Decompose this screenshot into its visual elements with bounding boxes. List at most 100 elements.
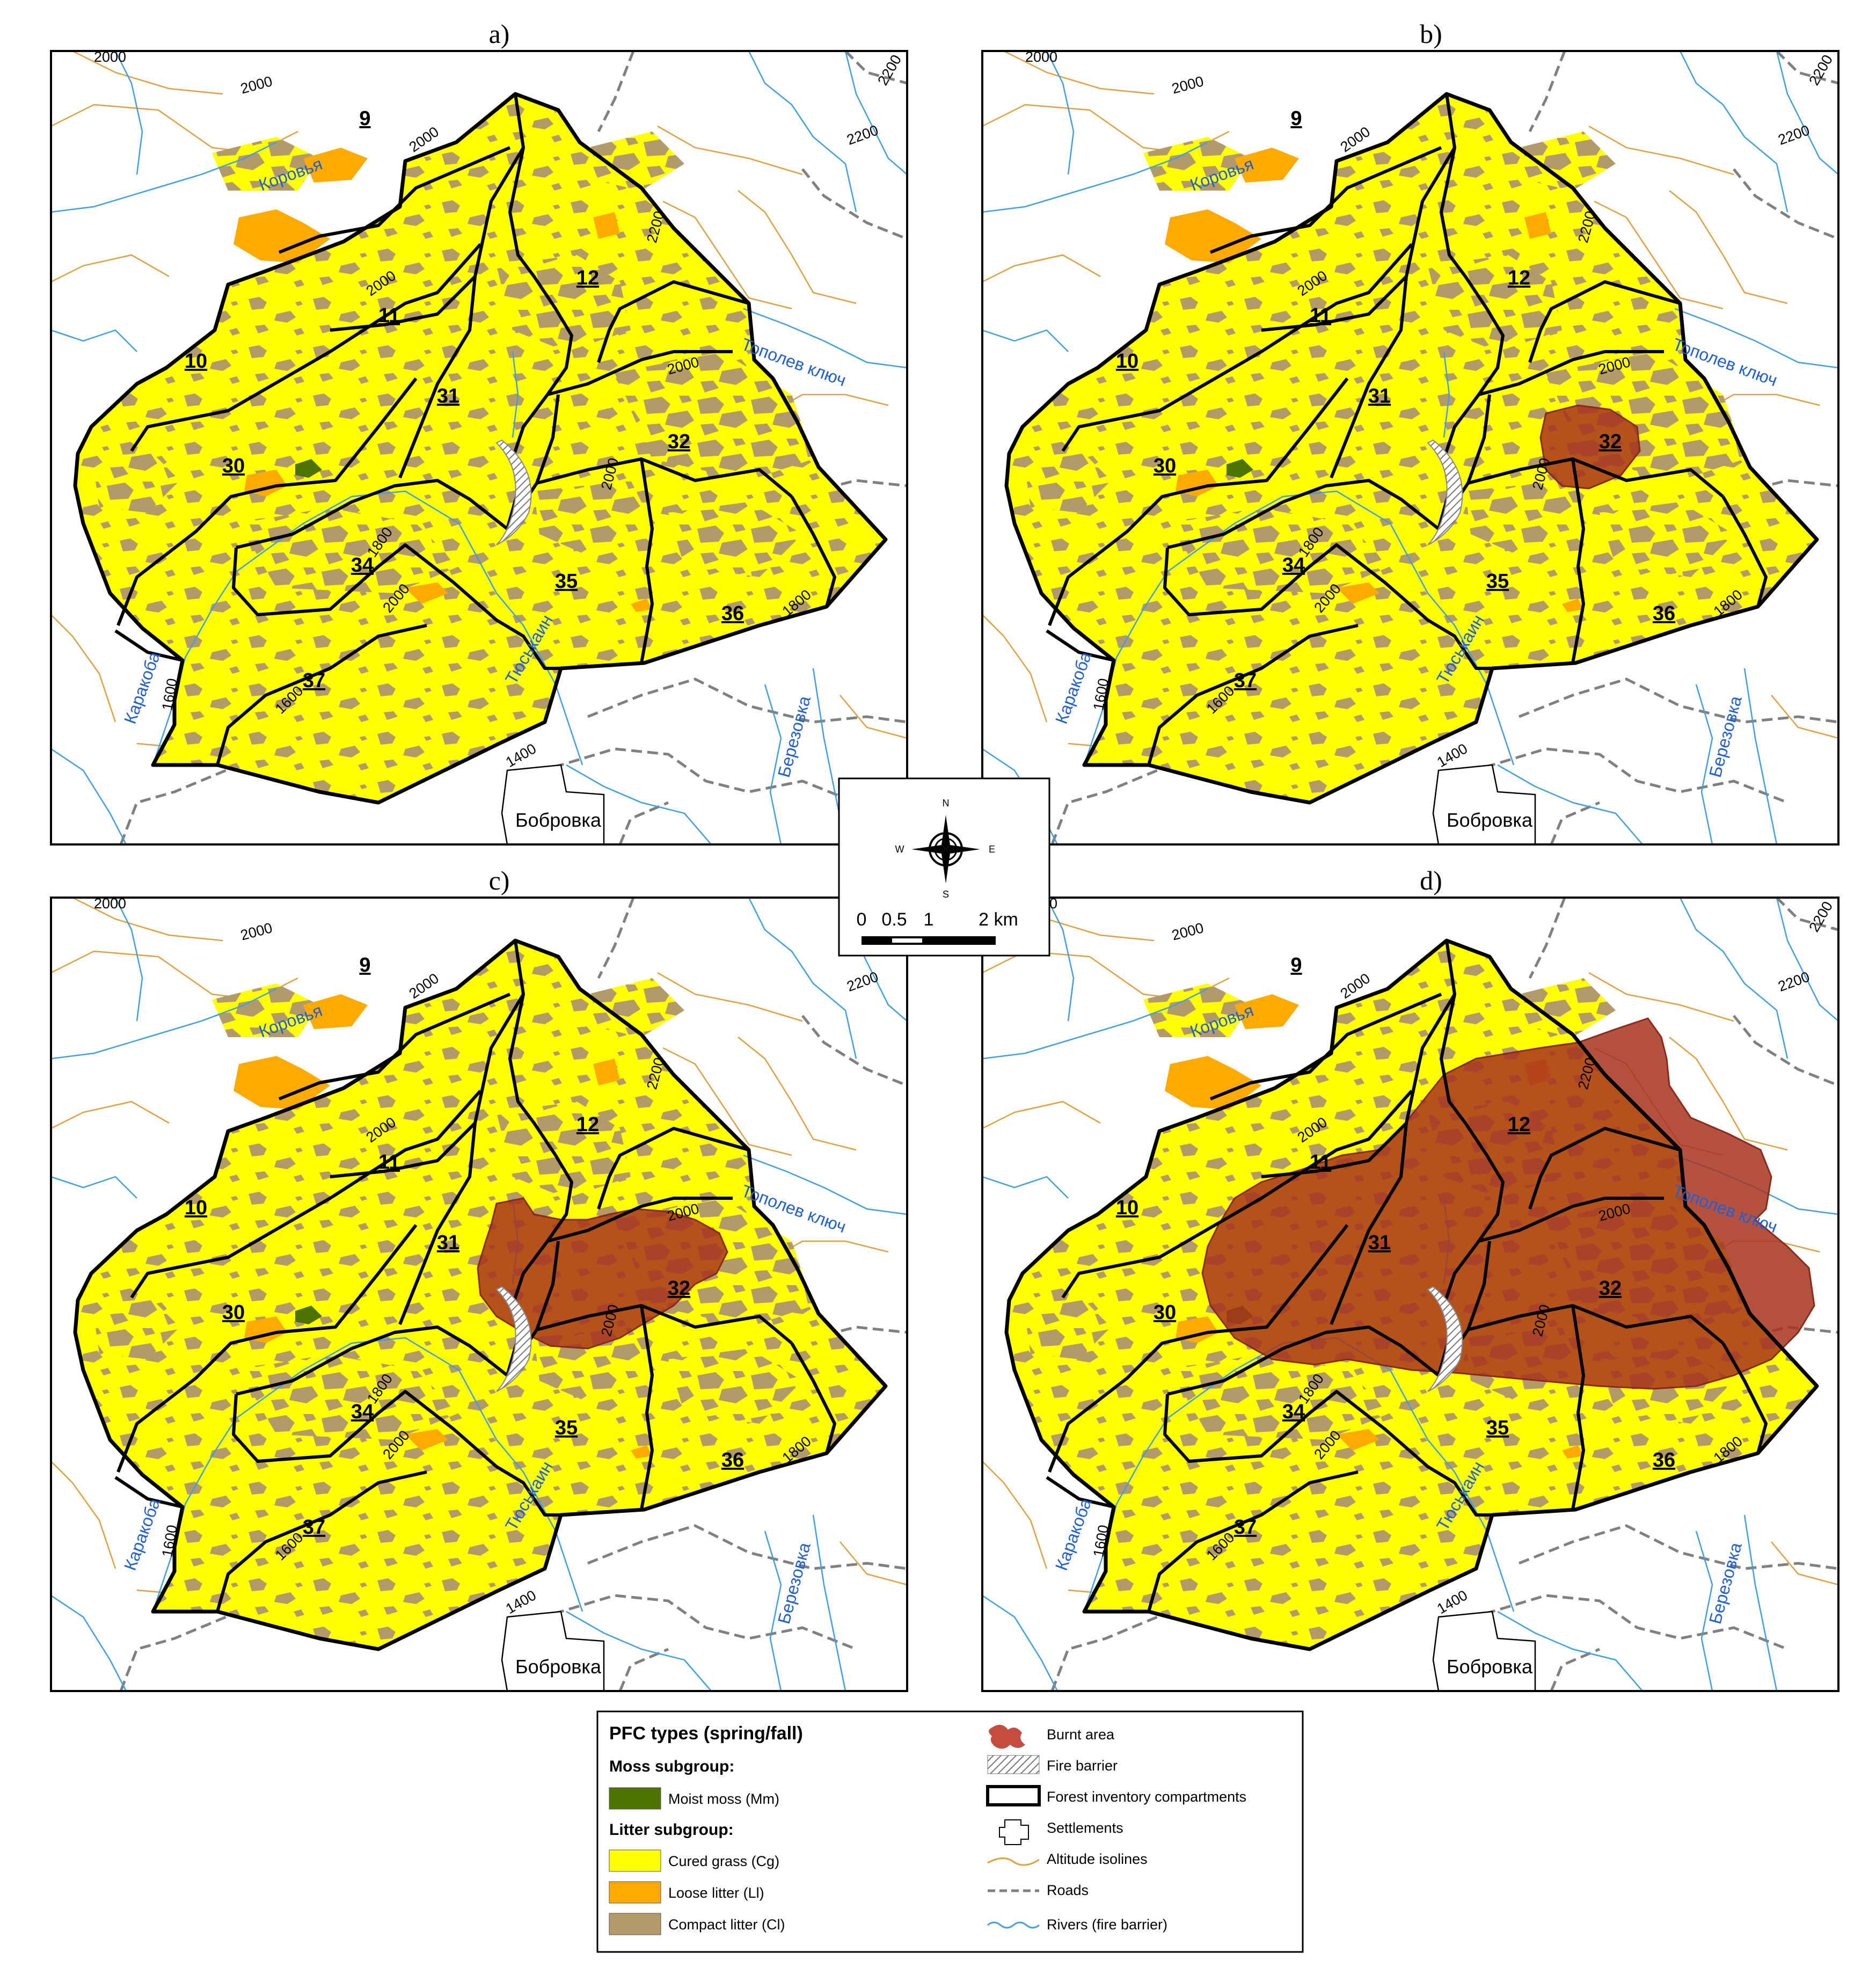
compartment-border <box>236 1325 508 1396</box>
rivers <box>51 51 907 844</box>
compact-litter-patch <box>94 448 180 513</box>
road <box>1438 747 1788 804</box>
compartment-border <box>1167 479 1440 549</box>
river <box>51 748 127 844</box>
compartment-border <box>278 993 511 1101</box>
legend-loose-litter: Loose litter (Ll) <box>668 1885 764 1901</box>
compartment-label: 9 <box>1290 954 1302 977</box>
river <box>982 1594 1059 1691</box>
road <box>507 747 857 804</box>
compact-litter-patch <box>1600 502 1734 577</box>
compact-litter-patch <box>668 1349 802 1424</box>
compartment-label: 11 <box>1310 304 1331 327</box>
compartment-label: 11 <box>378 1151 400 1174</box>
compass-scale-inset: N S E W 0 0.5 1 2 km <box>838 777 1050 957</box>
compartment-label: 10 <box>185 1197 207 1219</box>
legend-litter-subgroup: Litter subgroup: <box>609 1821 734 1839</box>
isoline-label: 2000 <box>94 49 126 65</box>
compartment-label: 12 <box>576 267 599 289</box>
road <box>844 51 907 85</box>
compartment-border <box>1163 543 1492 670</box>
panel-label-b: b) <box>1420 19 1442 49</box>
compartment-border <box>1261 1121 1408 1178</box>
map-panel-d: Бобровка91011123031323435363720002000220… <box>981 897 1839 1692</box>
panel-label-a: a) <box>489 19 510 49</box>
compartment-label: 34 <box>351 1401 374 1423</box>
compass-n-label: N <box>943 798 950 808</box>
river <box>114 51 143 175</box>
road <box>618 1648 669 1691</box>
compact-litter-patch <box>1519 132 1616 191</box>
compartment-label: 9 <box>359 954 370 977</box>
rivers <box>982 898 1838 1691</box>
compartment-borders <box>114 93 836 766</box>
legend-compartments: Forest inventory compartments <box>1047 1789 1246 1805</box>
river <box>1695 1531 1713 1691</box>
compact-litter-patch <box>534 480 652 556</box>
compartment-label: 32 <box>668 431 690 453</box>
river <box>51 329 137 352</box>
legend-cured-grass: Cured grass (Cg) <box>668 1853 779 1869</box>
road <box>1050 763 1171 844</box>
road <box>119 1610 239 1691</box>
compartment-border <box>1528 1127 1681 1209</box>
moist-moss-patch <box>295 459 322 478</box>
legend-swatch-settlements <box>999 1819 1029 1845</box>
river <box>844 51 907 175</box>
compartment-label: 37 <box>303 669 325 692</box>
compartment-label: 12 <box>1508 1113 1530 1136</box>
river <box>1443 351 1450 438</box>
settlement-outline <box>501 764 605 844</box>
legend-swatch-compartments <box>986 1785 1041 1806</box>
compartment-border <box>130 243 482 452</box>
compartment-label: 32 <box>1599 431 1622 453</box>
river <box>566 764 712 844</box>
settlement-label: Бобровка <box>1447 1656 1533 1678</box>
road <box>801 168 907 241</box>
scale-label-2km: 2 km <box>979 909 1018 930</box>
compartment-label: 32 <box>668 1277 690 1300</box>
altitude-isoline <box>982 1461 1048 1569</box>
compartment-border <box>1478 1197 1664 1243</box>
loose-litter-patch <box>1562 599 1583 612</box>
river <box>1083 490 1515 766</box>
compartment-border <box>1571 458 1585 664</box>
river <box>114 898 143 1022</box>
compartment-label: 12 <box>576 1113 599 1136</box>
road <box>618 801 669 844</box>
altitude-isoline <box>1669 190 1788 304</box>
settlement-outline <box>501 1611 605 1691</box>
loose-litter-patch <box>303 148 368 183</box>
compartment-border <box>1048 1224 1349 1473</box>
legend-swatch-compact-litter <box>609 1913 661 1935</box>
compartment-border <box>1468 457 1724 498</box>
river <box>982 329 1069 352</box>
altitude-isoline <box>662 200 792 310</box>
compartment-label: 30 <box>1154 455 1176 477</box>
compartment-border <box>547 350 733 396</box>
fire-barrier <box>1427 1286 1463 1392</box>
settlement-outline <box>1432 764 1536 844</box>
compact-litter-patch <box>212 983 319 1037</box>
compartment-borders <box>1046 940 1768 1612</box>
road <box>1733 168 1838 241</box>
compartment-border <box>1163 1390 1492 1517</box>
compartment-border <box>116 1224 418 1473</box>
river <box>1679 51 1789 213</box>
river <box>51 1176 137 1199</box>
river <box>982 141 1208 213</box>
legend-title: PFC types (spring/fall) <box>609 1723 803 1744</box>
compartment-label: 36 <box>721 1449 744 1471</box>
loose-litter-patch <box>1235 148 1299 183</box>
river <box>764 1531 782 1691</box>
compact-litter-patch <box>497 1102 631 1198</box>
river <box>1743 1514 1778 1691</box>
road <box>1776 898 1838 931</box>
river <box>1743 668 1778 844</box>
road <box>1776 51 1838 85</box>
compartment-border <box>790 496 836 607</box>
compartment-border <box>1478 350 1664 396</box>
road <box>597 51 635 133</box>
compartment-border <box>536 457 793 498</box>
loose-litter-patch <box>233 1056 330 1110</box>
